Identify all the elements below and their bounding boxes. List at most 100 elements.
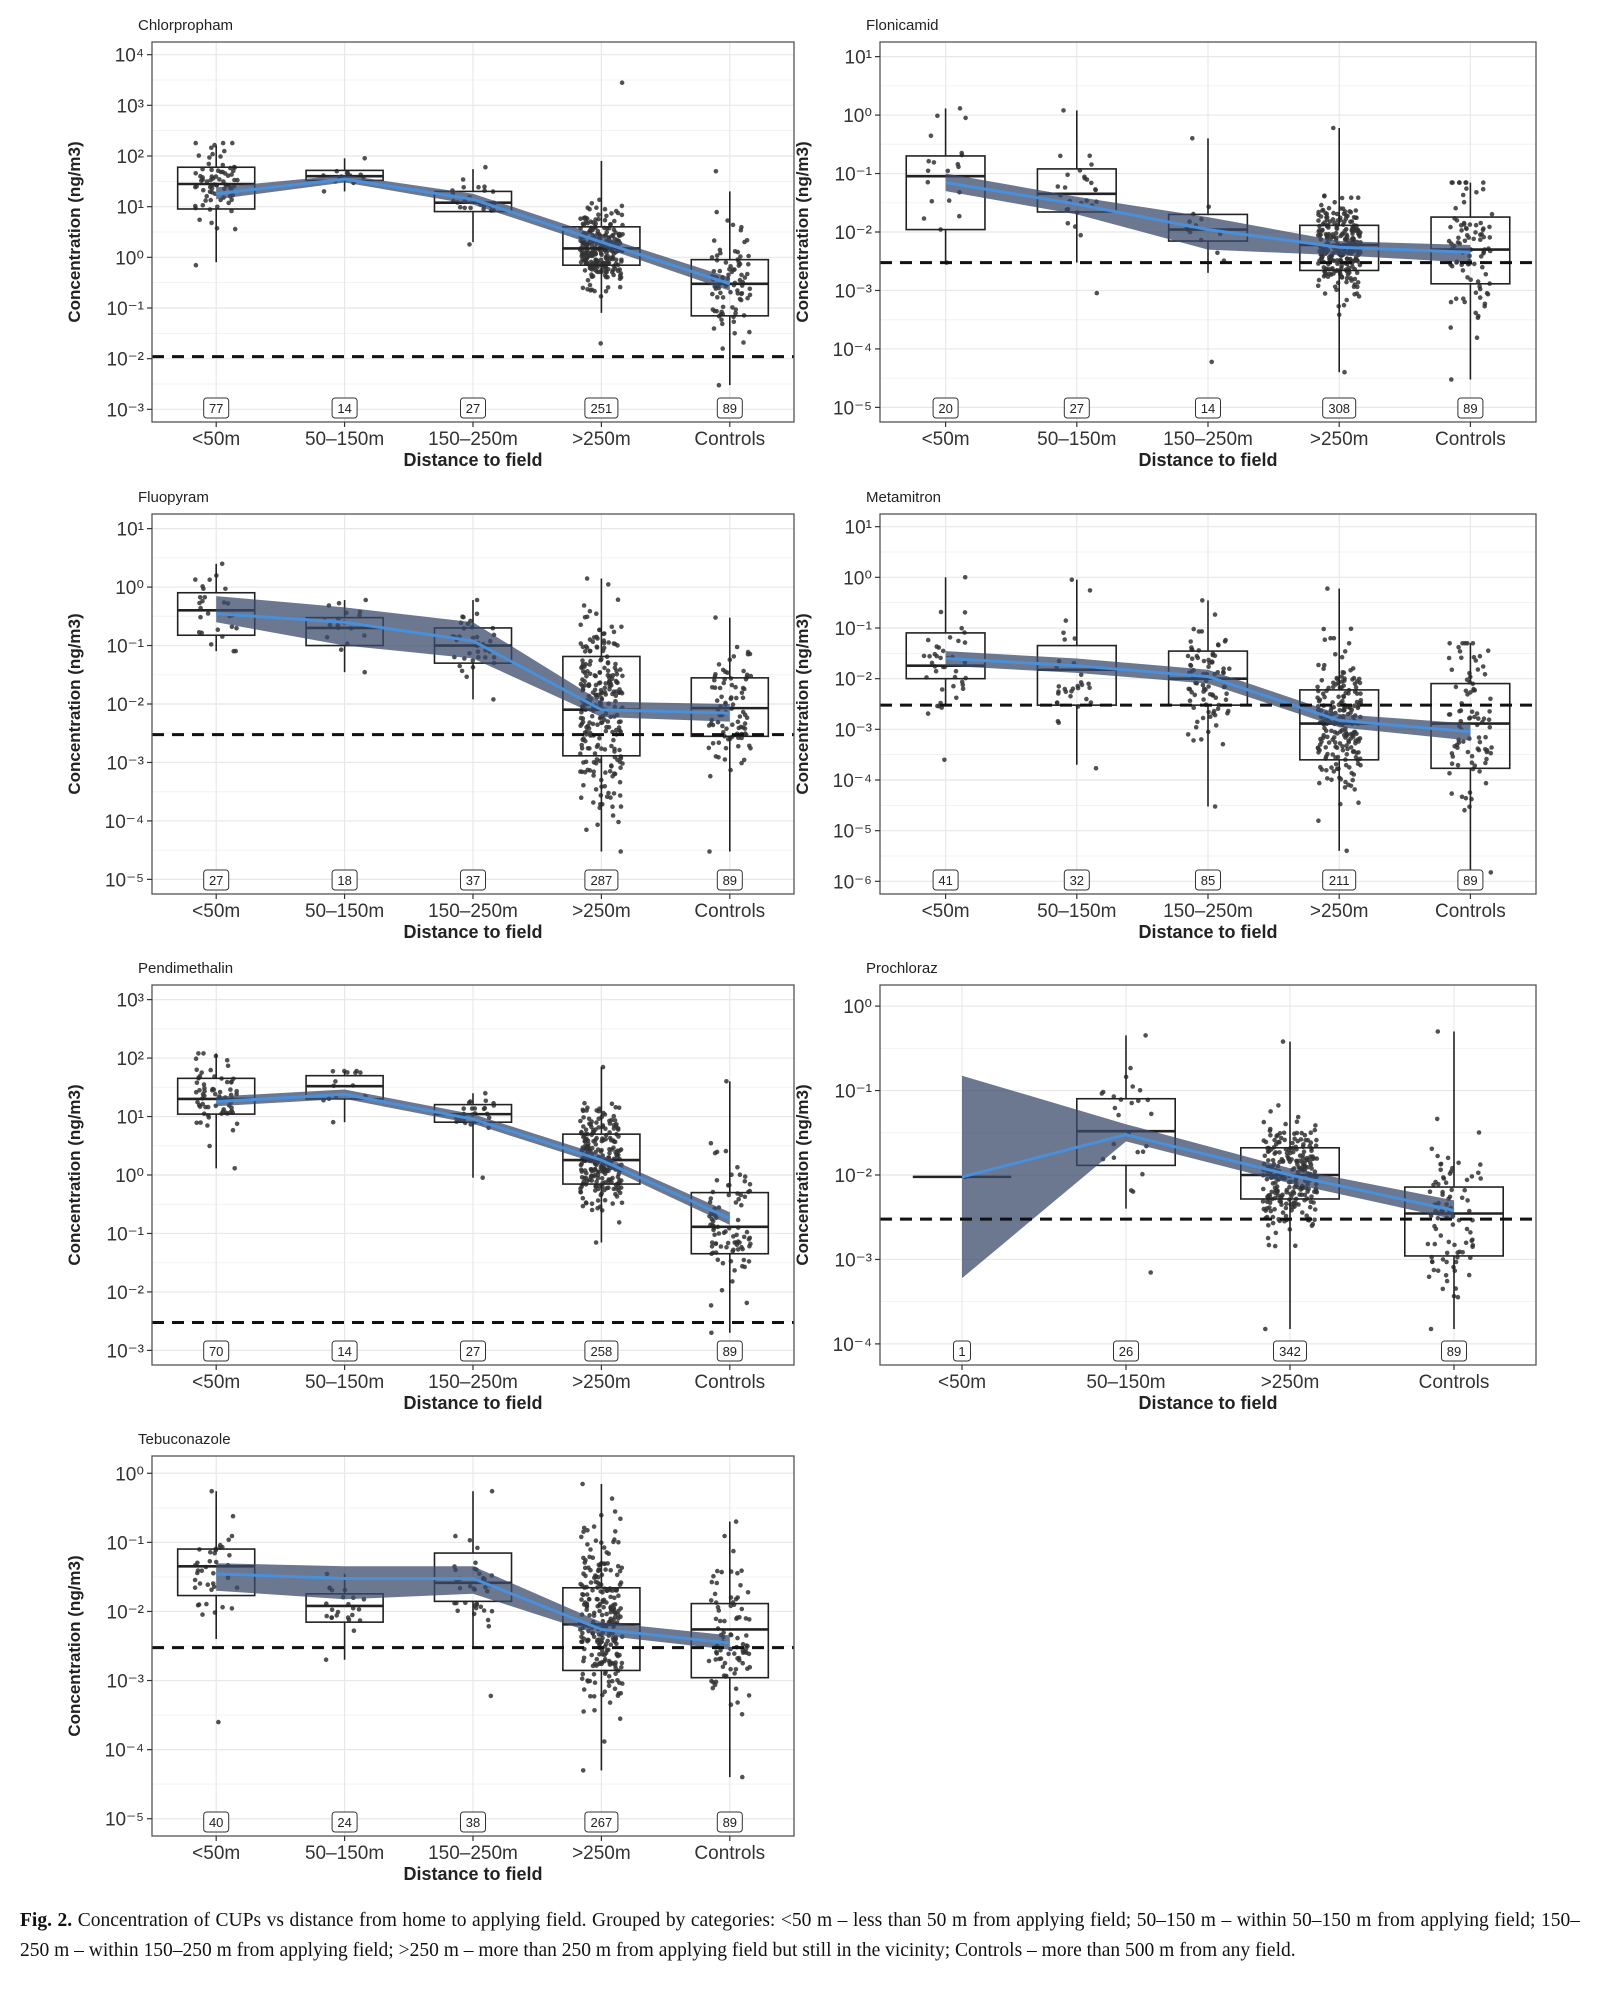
data-point — [599, 1176, 605, 1181]
data-point — [197, 595, 203, 600]
data-point — [1456, 235, 1461, 241]
data-point — [1474, 711, 1480, 716]
data-point — [940, 648, 946, 654]
data-point — [1278, 1135, 1284, 1141]
data-point — [1325, 751, 1330, 757]
count-label: 89 — [1463, 401, 1477, 416]
data-point — [1189, 656, 1195, 661]
data-point — [1266, 1223, 1271, 1228]
data-point — [1333, 652, 1338, 657]
y-tick-label: 10⁻³ — [107, 400, 145, 421]
data-point — [1348, 731, 1354, 737]
y-tick-label: 10⁻² — [835, 1166, 873, 1187]
data-point — [578, 795, 584, 800]
data-point — [1438, 1161, 1444, 1167]
data-point — [592, 1661, 598, 1667]
data-point — [939, 687, 945, 692]
data-point — [467, 1538, 473, 1543]
data-point — [591, 1524, 597, 1529]
data-point — [459, 668, 465, 674]
data-point — [606, 724, 612, 730]
data-point — [612, 218, 617, 224]
data-point — [594, 634, 599, 640]
data-point — [588, 1580, 594, 1585]
data-point — [1443, 1273, 1449, 1278]
data-point — [229, 208, 234, 214]
data-point — [742, 275, 748, 280]
data-point — [1084, 696, 1089, 702]
data-point — [1322, 193, 1327, 198]
data-point — [603, 770, 608, 775]
data-point — [602, 1739, 607, 1744]
data-point — [1448, 299, 1454, 305]
data-point — [1471, 236, 1476, 242]
data-point — [1201, 689, 1206, 694]
count-label: 24 — [337, 1815, 351, 1830]
data-point — [1477, 295, 1483, 300]
trend-line — [216, 1092, 731, 1220]
data-point — [614, 1152, 619, 1158]
count-label-box — [331, 869, 358, 891]
data-point — [744, 1643, 749, 1648]
data-point — [612, 1686, 618, 1692]
x-tick-label: Controls — [694, 429, 765, 450]
data-point — [710, 741, 716, 746]
data-point — [593, 217, 598, 222]
data-point — [1471, 655, 1477, 660]
data-point — [1482, 672, 1488, 677]
data-point — [1340, 698, 1345, 704]
trend-line — [216, 177, 731, 286]
data-point — [1464, 1226, 1470, 1232]
data-point — [1335, 261, 1340, 267]
data-point — [1350, 777, 1355, 783]
data-point — [1339, 685, 1344, 690]
data-point — [1069, 577, 1075, 582]
count-label: 18 — [337, 873, 351, 888]
data-point — [362, 669, 368, 675]
data-point — [217, 177, 222, 182]
data-point — [722, 1618, 727, 1624]
data-point — [594, 1108, 599, 1113]
y-tick-label: 10⁰ — [115, 248, 144, 269]
x-tick-label: <50m — [938, 1372, 986, 1393]
data-point — [741, 668, 746, 674]
data-point — [204, 193, 209, 199]
data-point — [581, 783, 586, 788]
data-point — [1086, 681, 1091, 687]
data-point — [957, 213, 962, 219]
data-point — [1331, 258, 1337, 264]
data-point — [616, 1593, 621, 1598]
x-tick-label: <50m — [192, 901, 240, 922]
data-point — [592, 288, 597, 294]
data-point — [1343, 690, 1348, 696]
count-label-box — [203, 397, 230, 419]
count-label: 20 — [938, 401, 952, 416]
data-point — [593, 1142, 599, 1147]
data-point — [1087, 588, 1093, 593]
data-point — [610, 1175, 615, 1181]
data-point — [716, 662, 722, 667]
data-point — [1315, 283, 1321, 289]
data-point — [615, 1148, 620, 1154]
data-point — [731, 1548, 736, 1554]
y-tick-label: 10⁻⁴ — [833, 340, 872, 361]
data-point — [581, 1525, 587, 1531]
data-point — [474, 611, 480, 617]
data-point — [712, 1150, 718, 1156]
data-point — [1292, 1131, 1297, 1136]
data-point — [605, 719, 611, 724]
y-tick-label: 10⁻⁴ — [833, 1335, 872, 1356]
data-point — [1220, 741, 1226, 747]
data-point — [1447, 1171, 1453, 1176]
data-point — [1342, 785, 1348, 790]
data-point — [220, 162, 226, 168]
data-point — [1302, 1192, 1308, 1198]
data-point — [730, 305, 735, 310]
data-point — [596, 1169, 602, 1175]
data-point — [224, 1079, 230, 1085]
data-point — [1475, 746, 1481, 751]
data-point — [1082, 174, 1087, 180]
data-point — [592, 1708, 597, 1713]
data-point — [741, 1234, 747, 1240]
data-point — [1339, 195, 1345, 201]
